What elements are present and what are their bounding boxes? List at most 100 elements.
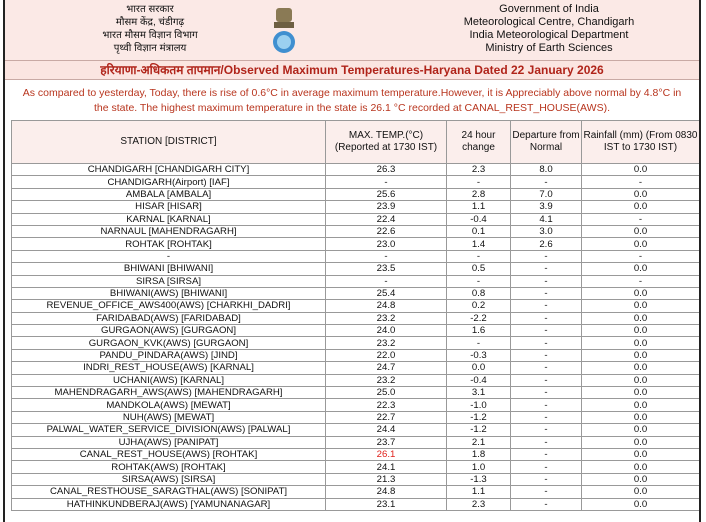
value-cell: 24.4 — [325, 423, 447, 437]
value-cell: 0.0 — [581, 324, 699, 338]
table-row: UJHA(AWS) [PANIPAT] 23.7 2.1-0.0 — [11, 435, 699, 450]
value-cell: -0.3 — [446, 348, 511, 363]
station-cell: AMBALA [AMBALA] — [11, 187, 326, 202]
value-cell: 24.8 — [325, 299, 447, 313]
hindi-line: मौसम केंद्र, चंडीगढ़ — [115, 17, 185, 28]
temperature-table: STATION [DISTRICT] MAX. TEMP.(°C) (Report… — [11, 120, 699, 511]
hindi-heading: भारत सरकार मौसम केंद्र, चंडीगढ़ भारत मौसम … — [85, 3, 215, 55]
table-row: AMBALA [AMBALA] 25.6 2.8 7.0 0.0 — [11, 187, 699, 202]
value-cell: 22.3 — [325, 398, 447, 412]
table-row: UCHANI(AWS) [KARNAL] 23.2 -0.4-0.0 — [11, 373, 699, 388]
value-cell: 21.3 — [325, 472, 447, 487]
value-cell: 1.6 — [446, 324, 511, 338]
station-cell: PALWAL_WATER_SERVICE_DIVISION(AWS) [PALW… — [11, 423, 326, 437]
value-cell: 23.9 — [325, 200, 447, 214]
table-row: SIRSA [SIRSA] - - - - — [11, 274, 699, 288]
value-cell: 22.7 — [325, 410, 447, 425]
value-cell: 2.6 — [510, 237, 582, 251]
value-cell: 0.0 — [581, 311, 699, 326]
value-cell: - — [510, 336, 582, 350]
value-cell: 0.0 — [581, 348, 699, 363]
value-cell: 24.8 — [325, 485, 447, 499]
table-row: INDRI_REST_HOUSE(AWS) [KARNAL] 24.7 0.0-0.… — [11, 361, 699, 375]
hindi-line: पृथ्वी विज्ञान मंत्रालय — [113, 43, 187, 54]
value-cell: - — [446, 249, 511, 264]
value-cell: 0.8 — [446, 286, 511, 301]
table-row: CHANDIGARH [CHANDIGARH CITY] 26.3 2.3 8.0 0.… — [11, 162, 699, 177]
table-row: MAHENDRAGARH_AWS(AWS) [MAHENDRAGARH] 25.0… — [11, 386, 699, 400]
table-row: FARIDABAD(AWS) [FARIDABAD] 23.2 -2.2-0.0 — [11, 311, 699, 326]
value-cell: 1.8 — [446, 447, 511, 462]
header-row: STATION [DISTRICT] MAX. TEMP.(°C) (Report… — [11, 120, 699, 164]
table-row: NARNAUL [MAHENDRAGARH] 22.6 0.1 3.0 0.0 — [11, 224, 699, 239]
value-cell: - — [446, 175, 511, 189]
station-cell: REVENUE_OFFICE_AWS400(AWS) [CHARKHI_DADR… — [11, 299, 326, 313]
value-cell: - — [510, 324, 582, 338]
hindi-line: भारत सरकार — [126, 4, 174, 15]
value-cell: 2.1 — [446, 435, 511, 450]
value-cell: 0.0 — [581, 200, 699, 214]
table-row: CHANDIGARH(Airport) [IAF] - - - - — [11, 175, 699, 189]
value-cell: 23.2 — [325, 311, 447, 326]
value-cell: 1.1 — [446, 200, 511, 214]
value-cell: 0.0 — [581, 162, 699, 177]
table-row: GURGAON_KVK(AWS) [GURGAON] 23.2- -0.0 — [11, 336, 699, 350]
value-cell: - — [510, 286, 582, 301]
summary: As compared to yesterday, Today, there i… — [22, 87, 682, 114]
value-cell: 0.0 — [581, 187, 699, 202]
value-cell: - — [510, 299, 582, 313]
value-cell: - — [446, 274, 511, 288]
table-row: CANAL_RESTHOUSE_SARAGTHAL(AWS) [SONIPAT]… — [11, 485, 699, 499]
value-cell: 0.0 — [581, 398, 699, 412]
value-cell: -0.4 — [446, 212, 511, 226]
english-line: Government of India — [499, 3, 599, 15]
value-cell: 0.0 — [446, 361, 511, 375]
table-body: CHANDIGARH [CHANDIGARH CITY] 26.3 2.3 8.0 0.… — [11, 162, 699, 511]
value-cell: 0.0 — [581, 497, 699, 511]
value-cell: 24.7 — [325, 361, 447, 375]
value-cell: - — [510, 348, 582, 363]
value-cell: - — [510, 311, 582, 326]
table-row: REVENUE_OFFICE_AWS400(AWS) [CHARKHI_DADR… — [11, 299, 699, 313]
station-cell: NUH(AWS) [MEWAT] — [11, 410, 326, 425]
value-cell: - — [446, 336, 511, 350]
value-cell: 3.0 — [510, 224, 582, 239]
table-row: CANAL_REST_HOUSE(AWS) [ROHTAK] 26.1 1.8-0.… — [11, 447, 699, 462]
value-cell: 22.0 — [325, 348, 447, 363]
value-cell: 4.1 — [510, 212, 582, 226]
station-cell: CHANDIGARH(Airport) [IAF] — [11, 175, 326, 189]
station-cell: INDRI_REST_HOUSE(AWS) [KARNAL] — [11, 361, 326, 375]
table-row: BHIWANI [BHIWANI] 23.5 0.5-0.0 — [11, 262, 699, 276]
value-cell: 25.6 — [325, 187, 447, 202]
emblem-base — [274, 22, 294, 28]
value-cell: 1.4 — [446, 237, 511, 251]
column-header: Rainfall (mm) (From 0830 IST to 1730 IST… — [581, 120, 699, 164]
station-cell: BHIWANI [BHIWANI] — [11, 262, 326, 276]
english-line: Ministry of Earth Sciences — [485, 42, 613, 54]
value-cell: 0.0 — [581, 447, 699, 462]
value-cell: 0.0 — [581, 460, 699, 474]
value-cell: 1.1 — [446, 485, 511, 499]
document: भारत सरकार मौसम केंद्र, चंडीगढ़ भारत मौसम … — [3, 0, 701, 522]
station-cell: KARNAL [KARNAL] — [11, 212, 326, 226]
value-cell: - — [510, 386, 582, 400]
value-cell: 24.1 — [325, 460, 447, 474]
value-cell: - — [510, 175, 582, 189]
table-row: HATHINKUNDBERAJ(AWS) [YAMUNANAGAR] 23.1 2.… — [11, 497, 699, 511]
value-cell: 25.0 — [325, 386, 447, 400]
emblem-top — [276, 8, 292, 22]
value-cell: -1.3 — [446, 472, 511, 487]
value-cell: 3.9 — [510, 200, 582, 214]
value-cell: 0.0 — [581, 472, 699, 487]
table-row: KARNAL [KARNAL] 22.4 -0.4 4.1- — [11, 212, 699, 226]
table-row: SIRSA(AWS) [SIRSA] 21.3 -1.3-0.0 — [11, 472, 699, 487]
value-cell: 23.0 — [325, 237, 447, 251]
value-cell: - — [510, 497, 582, 511]
value-cell: - — [510, 435, 582, 450]
value-cell: 25.4 — [325, 286, 447, 301]
value-cell: 0.0 — [581, 386, 699, 400]
value-cell: 26.3 — [325, 162, 447, 177]
value-cell: 1.0 — [446, 460, 511, 474]
station-cell: SIRSA [SIRSA] — [11, 274, 326, 288]
